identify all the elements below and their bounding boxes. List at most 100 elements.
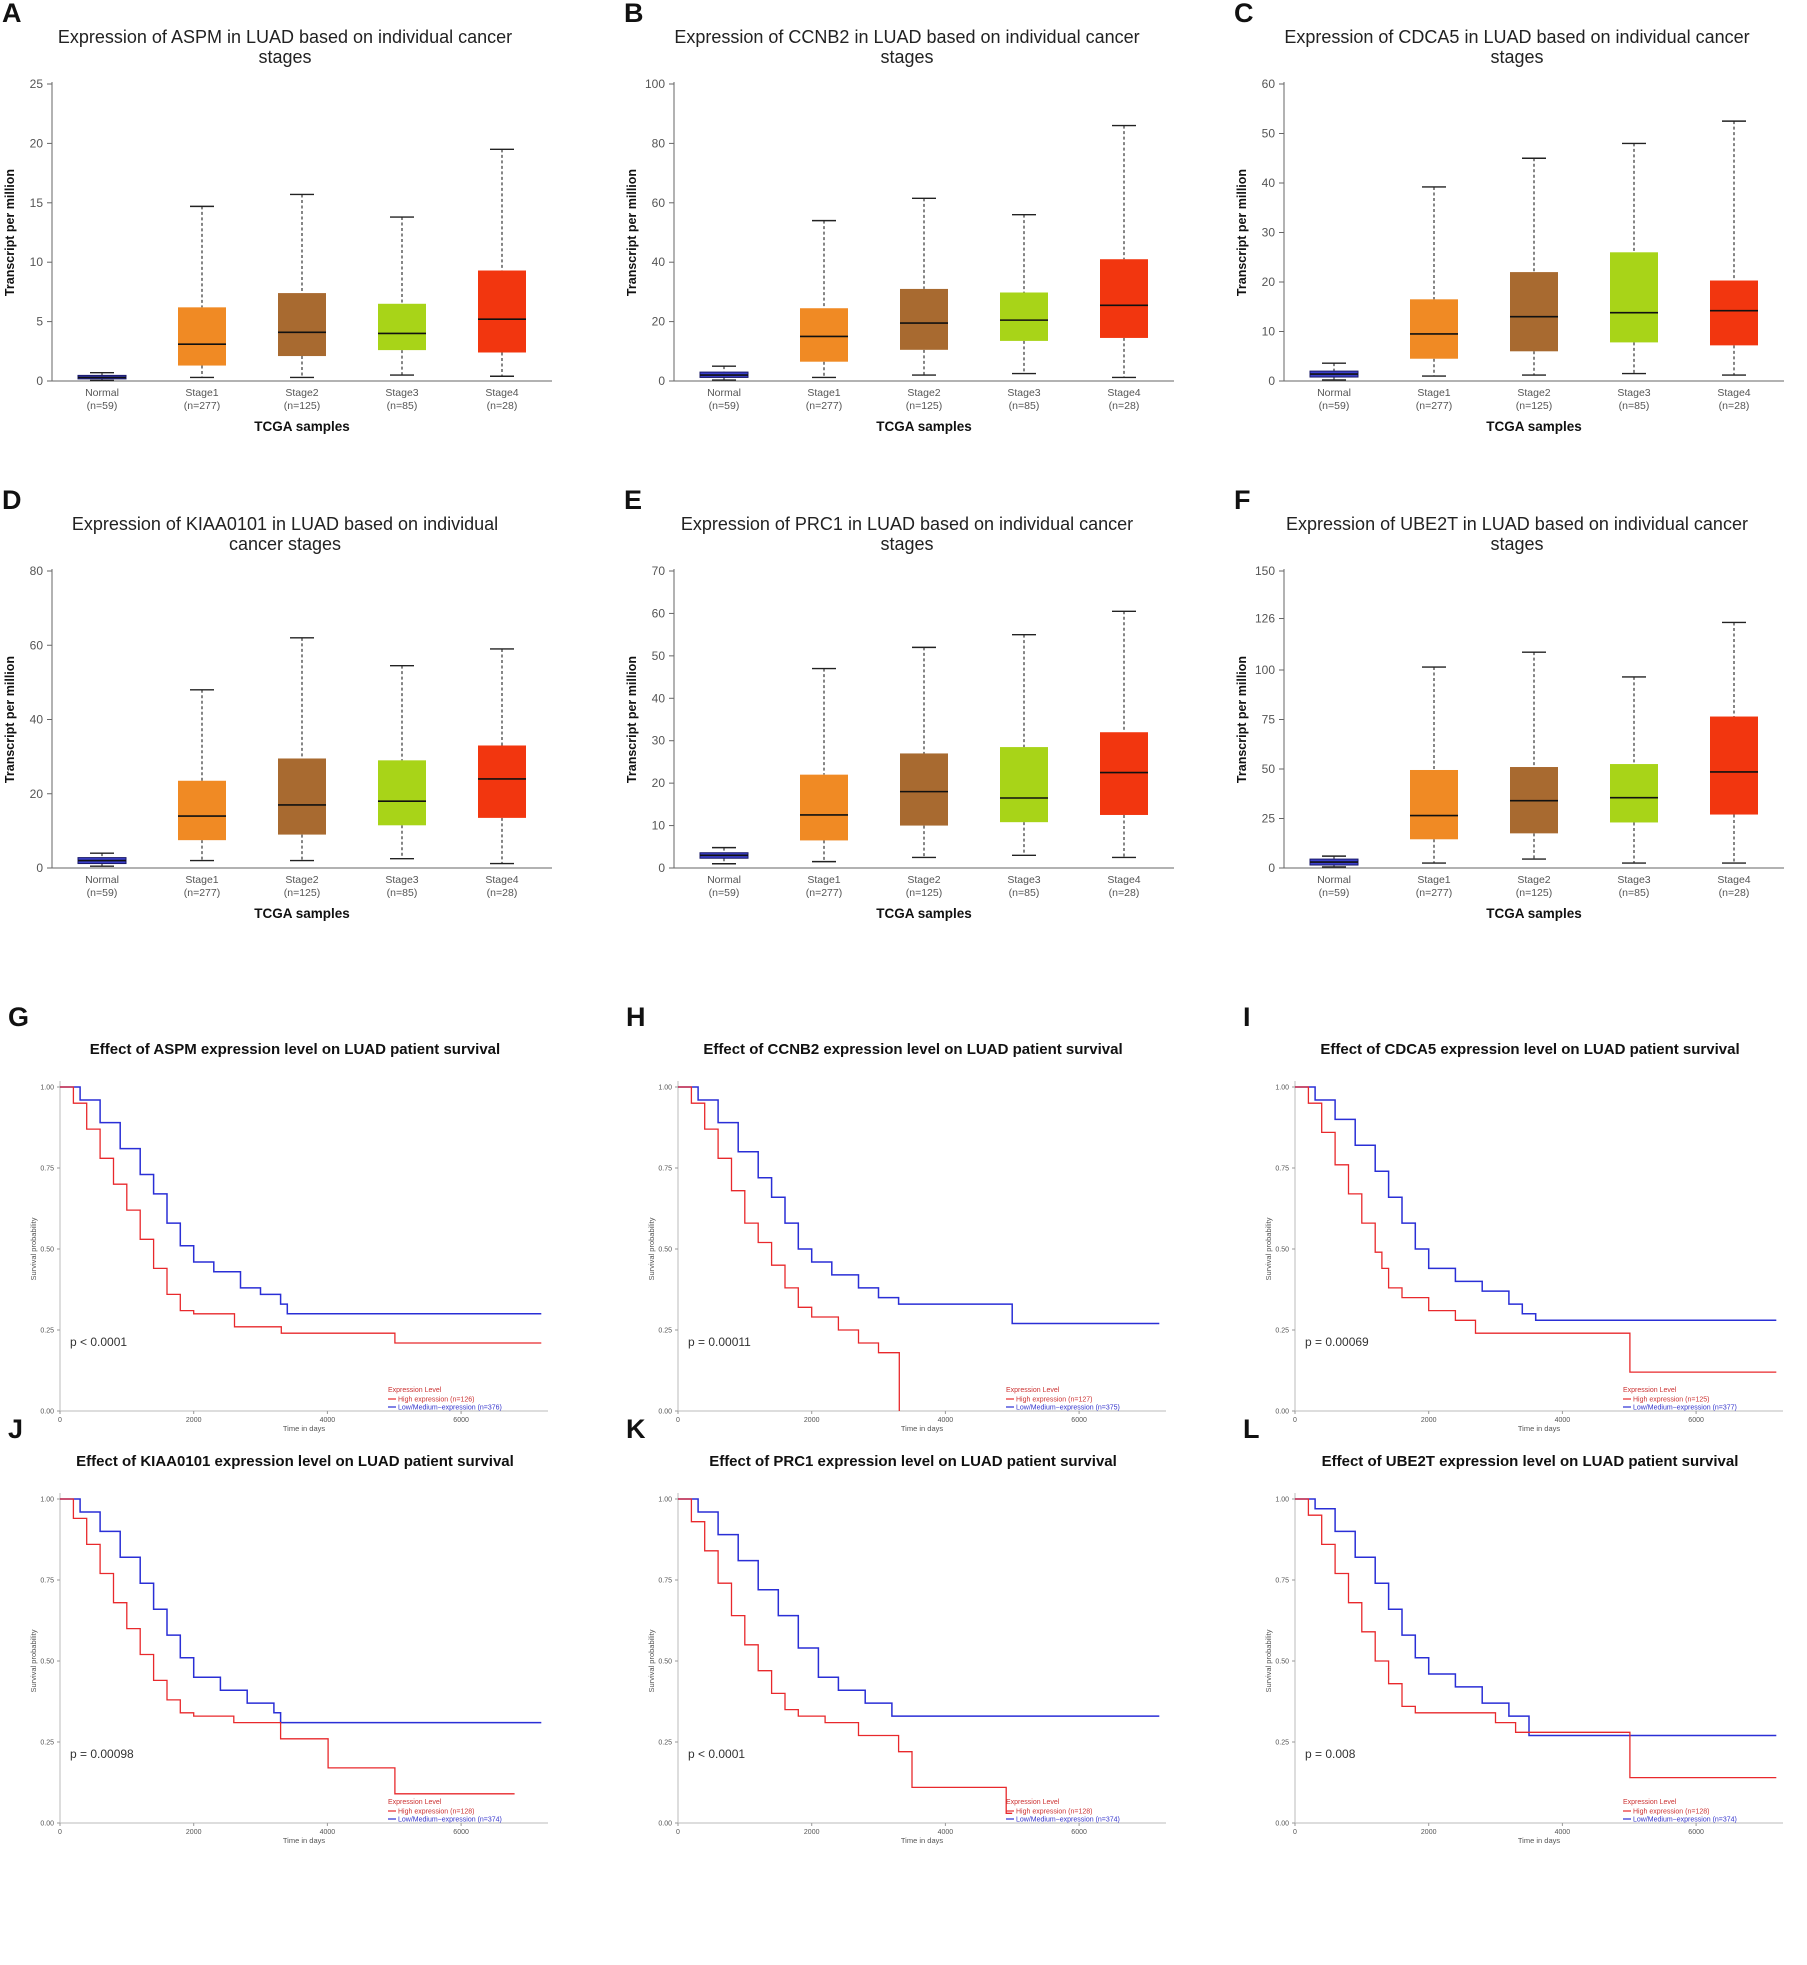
km-panel-G: G Effect of ASPM expression level on LUAD… xyxy=(8,1002,548,1433)
box-stage2: Stage2(n=125) xyxy=(900,197,948,412)
chart-title-line: Expression of UBE2T in LUAD based on ind… xyxy=(1286,514,1748,534)
box-body xyxy=(478,270,526,353)
box-body xyxy=(278,758,326,835)
sample-count-label: (n=277) xyxy=(806,400,842,412)
category-label: Stage4 xyxy=(1107,387,1140,399)
sample-count-label: (n=85) xyxy=(1009,400,1040,412)
box-stage3: Stage3(n=85) xyxy=(1610,142,1658,412)
chart-title-line: cancer stages xyxy=(229,534,341,554)
y-tick-label: 70 xyxy=(652,564,666,578)
category-label: Stage4 xyxy=(485,874,518,886)
survival-curve-high xyxy=(60,1086,542,1344)
chart-title: Effect of ASPM expression level on LUAD … xyxy=(90,1041,500,1058)
y-tick-label: 0.50 xyxy=(40,1659,54,1666)
category-label: Stage3 xyxy=(385,874,418,886)
box-body xyxy=(378,760,426,826)
category-label: Normal xyxy=(1317,874,1351,886)
survival-curve-low-medium xyxy=(60,1498,542,1724)
box-stage4: Stage4(n=28) xyxy=(478,648,526,899)
x-tick-label: 4000 xyxy=(320,1417,336,1424)
sample-count-label: (n=85) xyxy=(1619,400,1650,412)
panel-letter: H xyxy=(626,1002,646,1032)
y-tick-label: 1.00 xyxy=(1275,1085,1289,1092)
x-tick-label: 2000 xyxy=(804,1829,820,1836)
x-tick-label: 2000 xyxy=(1421,1417,1437,1424)
y-tick-label: 20 xyxy=(652,315,666,329)
y-tick-label: 0 xyxy=(1268,374,1275,388)
box-body xyxy=(1610,764,1658,823)
box-stage2: Stage2(n=125) xyxy=(278,637,326,899)
sample-count-label: (n=28) xyxy=(1719,887,1750,899)
y-tick-label: 10 xyxy=(1262,325,1276,339)
x-tick-label: 4000 xyxy=(320,1829,336,1836)
box-stage4: Stage4(n=28) xyxy=(1100,610,1148,899)
x-tick-label: 4000 xyxy=(1555,1829,1571,1836)
p-value-label: p = 0.008 xyxy=(1305,1747,1356,1761)
y-tick-label: 0.75 xyxy=(40,1578,54,1585)
legend-title: Expression Level xyxy=(1006,1387,1060,1394)
y-tick-label: 20 xyxy=(30,136,44,150)
chart-title-line: Expression of PRC1 in LUAD based on indi… xyxy=(681,514,1133,534)
y-tick-label: 40 xyxy=(652,255,666,269)
survival-curve-high xyxy=(678,1086,900,1411)
y-axis-label: Survival probability xyxy=(647,1217,656,1280)
legend-title: Expression Level xyxy=(1623,1387,1677,1394)
box-panel-E: E Expression of PRC1 in LUAD based on ind… xyxy=(624,485,1174,921)
legend-title: Expression Level xyxy=(388,1387,442,1394)
survival-curve-low-medium xyxy=(60,1086,542,1315)
sample-count-label: (n=277) xyxy=(1416,400,1452,412)
x-tick-label: 2000 xyxy=(804,1417,820,1424)
legend: Expression Level High expression (n=128)L… xyxy=(1006,1799,1120,1824)
sample-count-label: (n=125) xyxy=(284,887,320,899)
box-stage4: Stage4(n=28) xyxy=(1710,621,1758,899)
sample-count-label: (n=59) xyxy=(87,400,118,412)
category-label: Stage4 xyxy=(1717,387,1750,399)
legend: Expression Level High expression (n=125)L… xyxy=(1623,1387,1737,1412)
panel-letter: C xyxy=(1234,0,1254,28)
x-tick-label: 6000 xyxy=(1688,1417,1704,1424)
sample-count-label: (n=59) xyxy=(1319,400,1350,412)
category-label: Stage2 xyxy=(1517,874,1550,886)
legend-title: Expression Level xyxy=(1623,1799,1677,1806)
box-stage4: Stage4(n=28) xyxy=(1100,124,1148,412)
box-normal: Normal(n=59) xyxy=(1309,855,1359,899)
y-tick-label: 0.50 xyxy=(658,1659,672,1666)
y-tick-label: 40 xyxy=(1262,176,1276,190)
box-panel-B: B Expression of CCNB2 in LUAD based on in… xyxy=(624,0,1174,434)
legend-label-low: Low/Medium−expression (n=377) xyxy=(1633,1405,1737,1412)
panel-letter: I xyxy=(1243,1002,1251,1032)
y-tick-label: 25 xyxy=(30,77,44,91)
chart-title-line: Expression of ASPM in LUAD based on indi… xyxy=(58,27,512,47)
km-panel-I: I Effect of CDCA5 expression level on LUA… xyxy=(1243,1002,1783,1433)
p-value-label: p = 0.00098 xyxy=(70,1747,134,1761)
box-stage3: Stage3(n=85) xyxy=(1610,676,1658,899)
p-value-label: p < 0.0001 xyxy=(70,1335,127,1349)
y-tick-label: 20 xyxy=(652,776,666,790)
legend: Expression Level High expression (n=127)L… xyxy=(1006,1387,1120,1412)
sample-count-label: (n=277) xyxy=(1416,887,1452,899)
chart-title: Effect of UBE2T expression level on LUAD… xyxy=(1322,1453,1739,1470)
y-tick-label: 0.00 xyxy=(40,1409,54,1416)
survival-curve-low-medium xyxy=(678,1086,1160,1325)
y-axis-label: Survival probability xyxy=(29,1629,38,1692)
p-value-label: p = 0.00011 xyxy=(688,1335,751,1349)
survival-curve-high xyxy=(60,1498,515,1795)
y-tick-label: 0 xyxy=(658,374,665,388)
panel-letter: G xyxy=(8,1002,29,1032)
category-label: Stage2 xyxy=(1517,387,1550,399)
category-label: Stage1 xyxy=(1417,874,1450,886)
sample-count-label: (n=85) xyxy=(387,887,418,899)
box-stage2: Stage2(n=125) xyxy=(1510,651,1558,899)
x-tick-label: 6000 xyxy=(453,1829,469,1836)
x-axis-label: TCGA samples xyxy=(1486,419,1582,434)
p-value-label: p = 0.00069 xyxy=(1305,1335,1369,1349)
sample-count-label: (n=59) xyxy=(87,887,118,899)
y-tick-label: 0.50 xyxy=(1275,1659,1289,1666)
x-axis-label: TCGA samples xyxy=(254,419,350,434)
y-tick-label: 0.00 xyxy=(658,1409,672,1416)
chart-title-line: stages xyxy=(880,534,933,554)
survival-curve-low-medium xyxy=(1295,1086,1777,1322)
category-label: Stage4 xyxy=(1107,874,1140,886)
box-body xyxy=(178,307,226,366)
category-label: Stage4 xyxy=(485,387,518,399)
